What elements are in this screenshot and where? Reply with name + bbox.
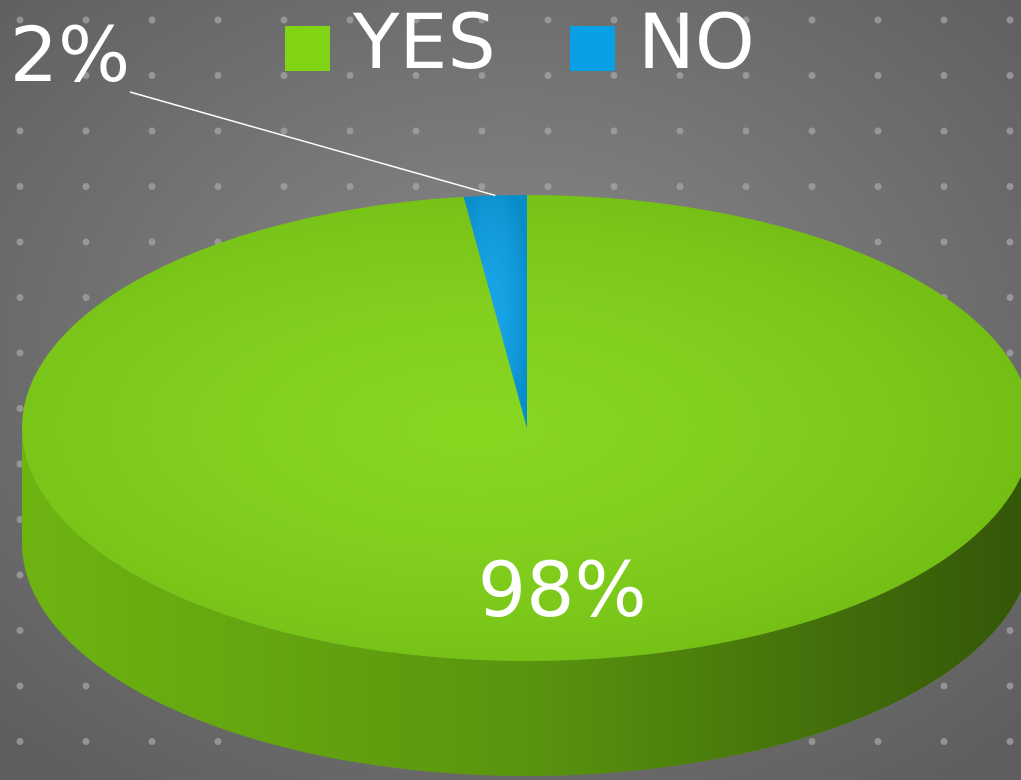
- legend-swatch: [285, 26, 330, 71]
- legend-label: NO: [638, 0, 755, 86]
- data-label: 98%: [478, 545, 647, 634]
- top-shade: [463, 195, 527, 428]
- data-label: 2%: [10, 10, 131, 99]
- top-shade: [22, 195, 1021, 661]
- side-shade: [22, 428, 1021, 776]
- legend-swatch: [570, 26, 615, 71]
- leader-line: [129, 91, 496, 197]
- legend-label: YES: [352, 0, 496, 86]
